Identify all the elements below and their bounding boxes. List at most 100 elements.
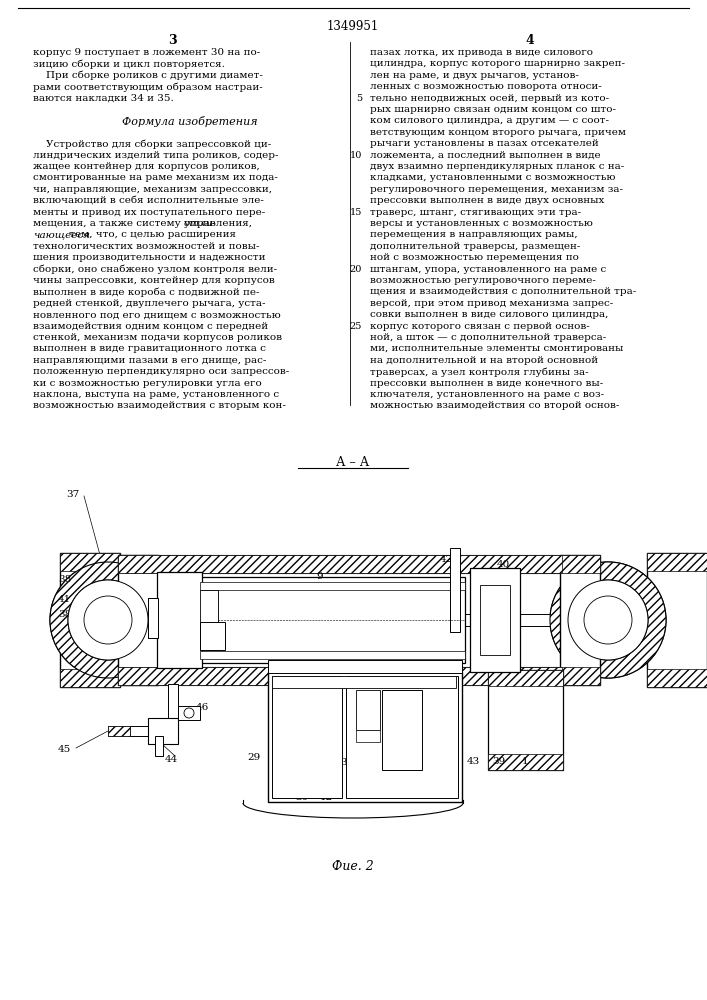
Text: рых шарнирно связан одним концом со што-: рых шарнирно связан одним концом со што- bbox=[370, 105, 616, 114]
Text: 1349951: 1349951 bbox=[327, 20, 379, 33]
Text: прессовки выполнен в виде конечного вы-: прессовки выполнен в виде конечного вы- bbox=[370, 379, 603, 388]
Circle shape bbox=[84, 596, 132, 644]
Bar bbox=[560, 555, 600, 685]
Bar bbox=[108, 726, 130, 736]
Bar bbox=[356, 730, 380, 742]
Bar bbox=[200, 582, 465, 590]
Bar bbox=[470, 568, 520, 584]
Bar bbox=[148, 598, 158, 638]
Bar bbox=[470, 568, 520, 672]
Text: 37: 37 bbox=[66, 490, 79, 499]
Text: щения и взаимодействия с дополнительной тра-: щения и взаимодействия с дополнительной … bbox=[370, 287, 636, 296]
Text: ленных с возможностью поворота относи-: ленных с возможностью поворота относи- bbox=[370, 82, 602, 91]
Text: новленного под его днищем с возможностью: новленного под его днищем с возможностью bbox=[33, 310, 281, 319]
Text: 10: 10 bbox=[350, 151, 362, 160]
Text: наклона, выступа на раме, установленного с: наклона, выступа на раме, установленного… bbox=[33, 390, 279, 399]
Text: 5: 5 bbox=[356, 94, 362, 103]
Text: Устройство для сборки запрессовкой ци-: Устройство для сборки запрессовкой ци- bbox=[33, 139, 271, 149]
Wedge shape bbox=[550, 562, 666, 678]
Circle shape bbox=[584, 596, 632, 644]
Text: совки выполнен в виде силового цилиндра,: совки выполнен в виде силового цилиндра, bbox=[370, 310, 609, 319]
Text: сборки, оно снабжено узлом контроля вели-: сборки, оно снабжено узлом контроля вели… bbox=[33, 265, 277, 274]
Text: 20: 20 bbox=[350, 265, 362, 274]
Text: ки с возможностью регулировки угла его: ки с возможностью регулировки угла его bbox=[33, 379, 262, 388]
Text: 30: 30 bbox=[295, 793, 308, 802]
Text: смонтированные на раме механизм их пода-: смонтированные на раме механизм их пода- bbox=[33, 173, 278, 182]
Bar bbox=[200, 590, 218, 650]
Text: 9: 9 bbox=[316, 572, 322, 581]
Bar bbox=[120, 614, 600, 626]
Text: При сборке роликов с другими диамет-: При сборке роликов с другими диамет- bbox=[33, 71, 263, 80]
Text: 45: 45 bbox=[58, 745, 71, 754]
Text: версой, при этом привод механизма запрес-: версой, при этом привод механизма запрес… bbox=[370, 299, 613, 308]
Text: ми, исполнительные элементы смонтированы: ми, исполнительные элементы смонтированы bbox=[370, 344, 624, 353]
Text: на дополнительной и на второй основной: на дополнительной и на второй основной bbox=[370, 356, 598, 365]
Text: менты и привод их поступательного пере-: менты и привод их поступательного пере- bbox=[33, 208, 265, 217]
Text: выполнен в виде короба с подвижной пе-: выполнен в виде короба с подвижной пе- bbox=[33, 287, 259, 297]
Bar bbox=[148, 718, 178, 744]
Circle shape bbox=[550, 562, 666, 678]
Text: тем, что, с целью расширения: тем, что, с целью расширения bbox=[66, 230, 235, 239]
Bar bbox=[178, 706, 200, 720]
Text: рычаги установлены в пазах отсекателей: рычаги установлены в пазах отсекателей bbox=[370, 139, 599, 148]
Bar bbox=[450, 548, 460, 632]
Text: 43: 43 bbox=[467, 757, 480, 766]
Bar bbox=[157, 654, 202, 668]
Text: выполнен в виде гравитационного лотка с: выполнен в виде гравитационного лотка с bbox=[33, 344, 266, 353]
Text: Фие. 2: Фие. 2 bbox=[332, 860, 374, 873]
Bar bbox=[118, 667, 562, 685]
Text: прессовки выполнен в виде двух основных: прессовки выполнен в виде двух основных bbox=[370, 196, 604, 205]
Text: ветствующим концом второго рычага, причем: ветствующим концом второго рычага, приче… bbox=[370, 128, 626, 137]
Bar bbox=[60, 553, 120, 687]
Text: цилиндра, корпус которого шарнирно закреп-: цилиндра, корпус которого шарнирно закре… bbox=[370, 59, 625, 68]
Text: ной, а шток — с дополнительной траверса-: ной, а шток — с дополнительной траверса- bbox=[370, 333, 606, 342]
Text: 3: 3 bbox=[168, 34, 176, 47]
Bar bbox=[480, 585, 510, 655]
Text: включающий в себя исполнительные эле-: включающий в себя исполнительные эле- bbox=[33, 196, 264, 205]
Text: чающееся: чающееся bbox=[33, 230, 90, 239]
Text: 39: 39 bbox=[492, 757, 506, 766]
Text: траверс, штанг, стягивающих эти тра-: траверс, штанг, стягивающих эти тра- bbox=[370, 208, 581, 217]
Bar bbox=[118, 555, 158, 573]
Text: 41: 41 bbox=[58, 595, 71, 604]
Bar bbox=[480, 585, 510, 655]
Text: жащее контейнер для корпусов роликов,: жащее контейнер для корпусов роликов, bbox=[33, 162, 259, 171]
Text: версы и установленных с возможностью: версы и установленных с возможностью bbox=[370, 219, 593, 228]
Text: 36: 36 bbox=[631, 603, 644, 612]
Bar bbox=[268, 660, 462, 673]
Text: стенкой, механизм подачи корпусов роликов: стенкой, механизм подачи корпусов ролико… bbox=[33, 333, 282, 342]
Bar bbox=[272, 676, 456, 688]
Bar bbox=[118, 555, 562, 573]
Text: Формула изобретения: Формула изобретения bbox=[122, 116, 258, 127]
Bar bbox=[108, 726, 130, 736]
Bar bbox=[382, 690, 422, 770]
Text: чи, направляющие, механизм запрессовки,: чи, направляющие, механизм запрессовки, bbox=[33, 185, 272, 194]
Circle shape bbox=[50, 562, 166, 678]
Text: редней стенкой, двуплечего рычага, уста-: редней стенкой, двуплечего рычага, уста- bbox=[33, 299, 266, 308]
Bar bbox=[268, 672, 462, 802]
Text: 38: 38 bbox=[58, 575, 71, 584]
Text: 1: 1 bbox=[522, 757, 529, 766]
Text: ложемента, а последний выполнен в виде: ложемента, а последний выполнен в виде bbox=[370, 151, 601, 160]
Bar bbox=[128, 726, 178, 736]
Bar bbox=[560, 555, 600, 573]
Text: корпус 9 поступает в ложемент 30 на по-: корпус 9 поступает в ложемент 30 на по- bbox=[33, 48, 260, 57]
Bar bbox=[346, 676, 458, 798]
Bar bbox=[118, 555, 562, 573]
Text: штангам, упора, установленного на раме с: штангам, упора, установленного на раме с bbox=[370, 265, 606, 274]
Text: тельно неподвижных осей, первый из кото-: тельно неподвижных осей, первый из кото- bbox=[370, 94, 609, 103]
Text: 4: 4 bbox=[525, 34, 534, 47]
Text: ключателя, установленного на раме с воз-: ключателя, установленного на раме с воз- bbox=[370, 390, 604, 399]
Bar bbox=[200, 590, 218, 650]
Bar bbox=[168, 684, 178, 734]
Text: линдрических изделий типа роликов, содер-: линдрических изделий типа роликов, содер… bbox=[33, 151, 279, 160]
Text: перемещения в направляющих рамы,: перемещения в направляющих рамы, bbox=[370, 230, 578, 239]
Bar bbox=[356, 690, 380, 730]
Bar bbox=[118, 667, 158, 685]
Text: ной с возможностью перемещения по: ной с возможностью перемещения по bbox=[370, 253, 579, 262]
Text: мещения, а также систему управления,: мещения, а также систему управления, bbox=[33, 219, 255, 228]
Bar bbox=[200, 651, 465, 659]
Text: технологическтих возможностей и повы-: технологическтих возможностей и повы- bbox=[33, 242, 259, 251]
Bar bbox=[148, 598, 158, 638]
Text: пазах лотка, их привода в виде силового: пазах лотка, их привода в виде силового bbox=[370, 48, 593, 57]
